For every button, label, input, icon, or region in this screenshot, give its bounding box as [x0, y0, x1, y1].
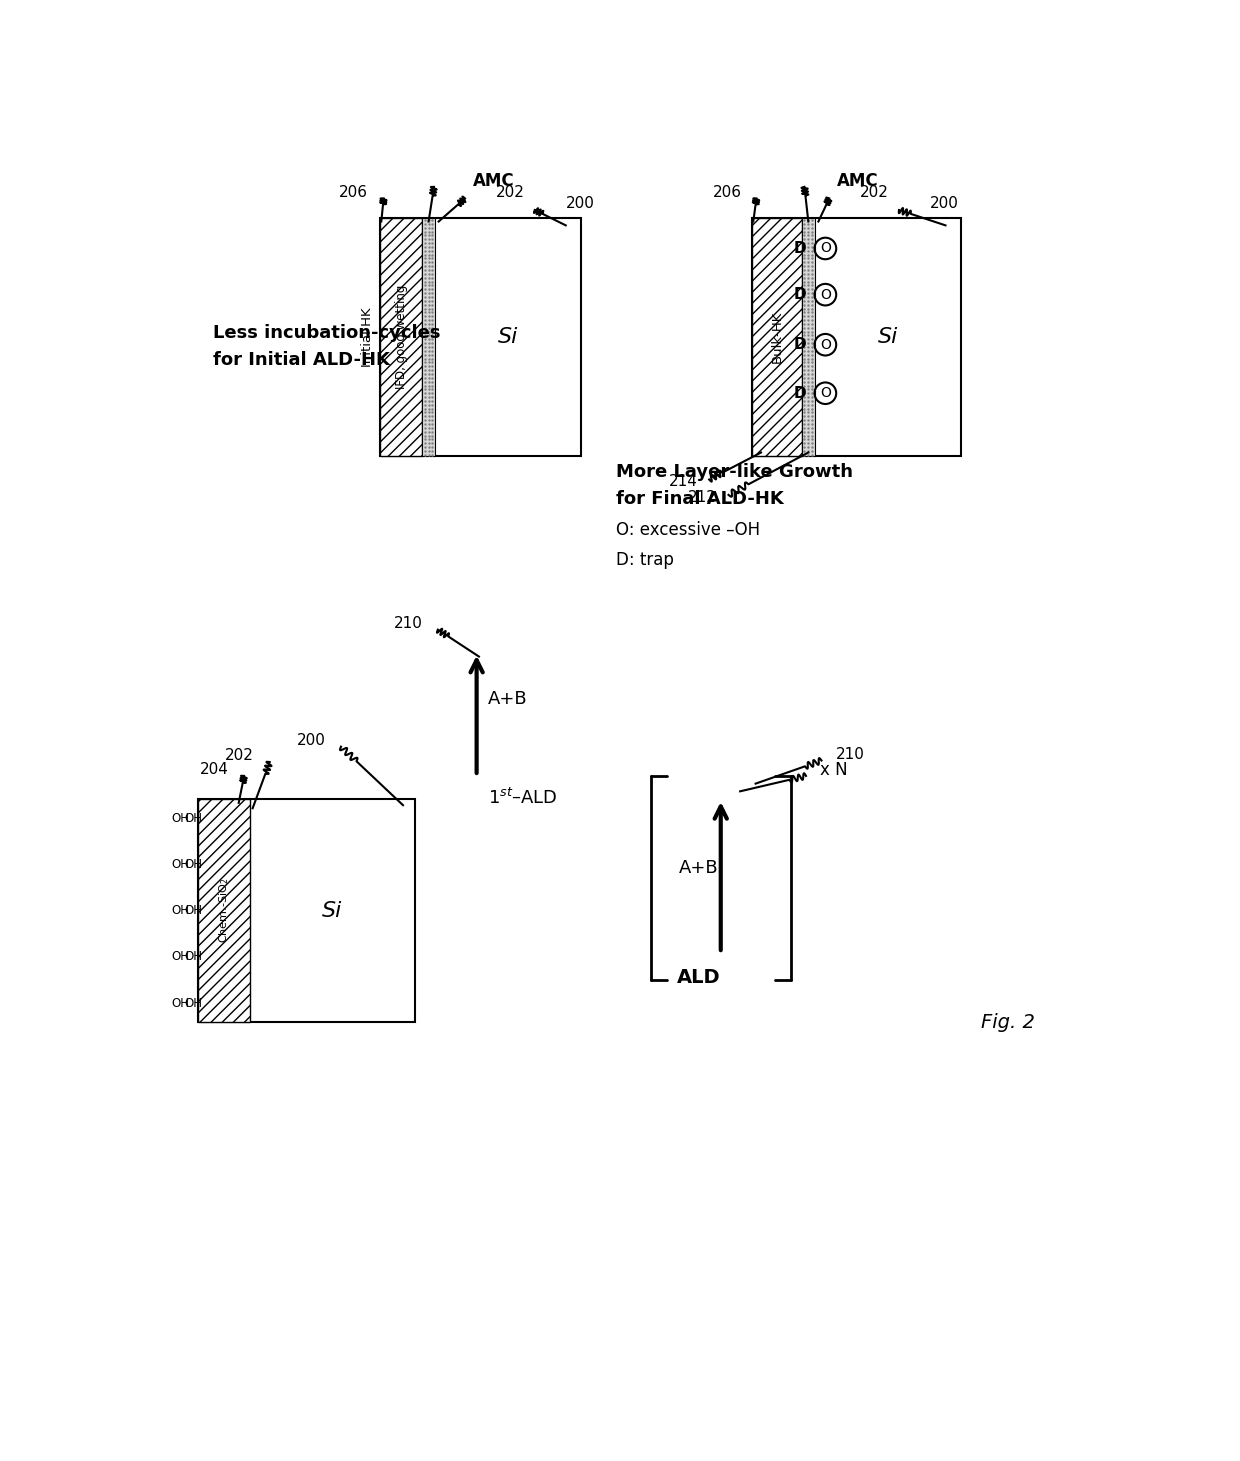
Text: 204: 204 [200, 763, 228, 777]
Text: OH: OH [171, 858, 190, 871]
Bar [751, 218, 961, 456]
Text: O: O [820, 337, 831, 352]
Text: D: D [794, 337, 806, 352]
Text: Si: Si [498, 327, 518, 348]
Text: Initial HK: Initial HK [361, 307, 373, 367]
Text: Si: Si [878, 327, 898, 348]
Text: D: D [794, 288, 806, 302]
Text: O: O [820, 241, 831, 256]
Bar [379, 218, 423, 456]
Text: OH: OH [171, 812, 190, 825]
Text: AMC: AMC [837, 172, 879, 190]
Text: A+B: A+B [680, 859, 719, 877]
Text: 1$^{st}$–ALD: 1$^{st}$–ALD [489, 787, 558, 808]
Text: 212: 212 [688, 489, 717, 504]
Text: OH: OH [171, 996, 190, 1010]
Text: 214: 214 [668, 475, 697, 489]
Text: OH: OH [185, 904, 203, 918]
Text: for Final ALD-HK: for Final ALD-HK [616, 489, 784, 508]
Text: Less incubation-cycles: Less incubation-cycles [213, 324, 440, 342]
Text: 200: 200 [296, 733, 325, 748]
Text: More Layer-like Growth: More Layer-like Growth [616, 463, 853, 481]
Text: Si: Si [322, 900, 342, 920]
Text: 202: 202 [861, 184, 889, 200]
Text: 206: 206 [339, 184, 368, 200]
Text: D: D [794, 241, 806, 256]
Text: OH: OH [171, 904, 190, 918]
Text: OH: OH [185, 858, 203, 871]
Text: Chem.-SiO$_2$: Chem.-SiO$_2$ [217, 878, 231, 944]
Text: 202: 202 [496, 184, 525, 200]
Text: OH: OH [171, 950, 190, 963]
Text: IFD, good wetting: IFD, good wetting [394, 285, 408, 389]
Text: O: O [820, 288, 831, 301]
Text: 210: 210 [393, 617, 423, 631]
Text: x N: x N [820, 761, 848, 779]
Text: 202: 202 [226, 748, 254, 764]
Text: OH: OH [185, 812, 203, 825]
Text: 206: 206 [713, 184, 742, 200]
Bar [379, 218, 582, 456]
Bar [197, 799, 414, 1023]
Text: for Initial ALD-HK: for Initial ALD-HK [213, 351, 391, 370]
Text: Bulk-HK: Bulk-HK [770, 311, 784, 364]
Text: 200: 200 [565, 196, 595, 212]
Text: A+B: A+B [489, 690, 528, 709]
Text: AMC: AMC [472, 172, 515, 190]
Bar [423, 218, 435, 456]
Bar [751, 218, 802, 456]
Text: O: O [820, 386, 831, 400]
Text: 200: 200 [930, 196, 959, 212]
Text: D: D [794, 386, 806, 400]
Bar [197, 799, 250, 1023]
Text: O: excessive –OH: O: excessive –OH [616, 520, 760, 539]
Bar [802, 218, 815, 456]
Text: D: trap: D: trap [616, 551, 675, 570]
Text: ALD: ALD [677, 969, 720, 988]
Text: OH: OH [185, 996, 203, 1010]
Text: OH: OH [185, 950, 203, 963]
Text: Fig. 2: Fig. 2 [981, 1012, 1034, 1031]
Text: 210: 210 [836, 747, 864, 761]
